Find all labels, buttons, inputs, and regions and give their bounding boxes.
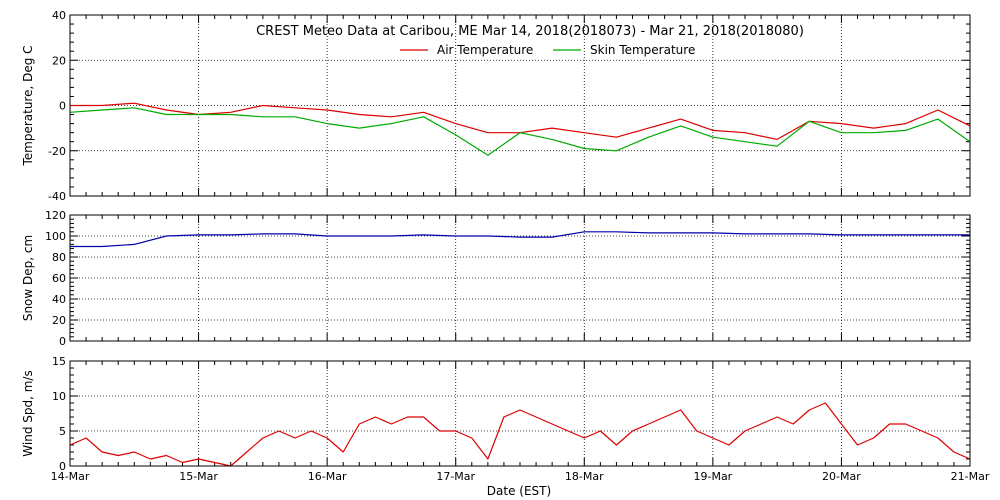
x-tick-label: 20-Mar	[822, 470, 861, 483]
plot-frame	[69, 214, 971, 342]
x-tick-label: 14-Mar	[51, 470, 90, 483]
y-axis-title: Snow Dep, cm	[21, 235, 35, 321]
y-axis-title: Temperature, Deg C	[21, 45, 35, 166]
y-tick-label: 120	[45, 209, 66, 222]
chart-title: CREST Meteo Data at Caribou, ME Mar 14, …	[256, 24, 804, 39]
y-tick-label: 40	[52, 9, 66, 22]
x-tick-labels: 14-Mar 15-Mar 16-Mar 17-Mar 18-Mar 19-Mar 20-M…	[51, 470, 990, 483]
legend: Air Temperature Skin Temperature	[400, 43, 695, 57]
y-tick-label: 20	[52, 314, 66, 327]
temperature-panel: 40 20 0 -20 -40 Temperature, Deg C	[21, 9, 971, 203]
y-tick-label: 0	[59, 100, 66, 113]
y-tick-label: 5	[59, 425, 66, 438]
wind-speed-series-line-0	[69, 402, 971, 467]
y-tick-label: -40	[48, 190, 66, 203]
y-axis-title: Wind Spd, m/s	[21, 370, 35, 456]
y-tick-label: 10	[52, 390, 66, 403]
y-tick-label: 15	[52, 355, 66, 368]
temperature-series-line-1	[69, 107, 971, 156]
y-tick-label: 60	[52, 272, 66, 285]
x-axis-title: Date (EST)	[487, 484, 551, 498]
wind-speed-panel: 15 10 5 0 Wind Spd, m/s	[21, 355, 971, 473]
x-tick-label: 21-Mar	[951, 470, 990, 483]
plot-frame	[69, 360, 971, 467]
y-tick-label: -20	[48, 145, 66, 158]
y-tick-label: 40	[52, 293, 66, 306]
x-tick-label: 19-Mar	[693, 470, 732, 483]
x-tick-label: 17-Mar	[436, 470, 475, 483]
snow-depth-series-line-0	[70, 231, 970, 248]
y-tick-label: 0	[59, 460, 66, 473]
x-tick-label: 15-Mar	[179, 470, 218, 483]
y-tick-label: 100	[45, 230, 66, 243]
x-tick-label: 18-Mar	[565, 470, 604, 483]
legend-label-air-temperature: Air Temperature	[437, 43, 533, 57]
x-tick-label: 16-Mar	[308, 470, 347, 483]
y-tick-label: 80	[52, 251, 66, 264]
plot-frame	[69, 14, 971, 197]
y-tick-label: 20	[52, 54, 66, 67]
y-tick-label: 0	[59, 335, 66, 348]
legend-label-skin-temperature: Skin Temperature	[590, 43, 695, 57]
snow-depth-panel: 120 100 80 60 40 20 0 Snow Dep, cm	[21, 209, 971, 348]
